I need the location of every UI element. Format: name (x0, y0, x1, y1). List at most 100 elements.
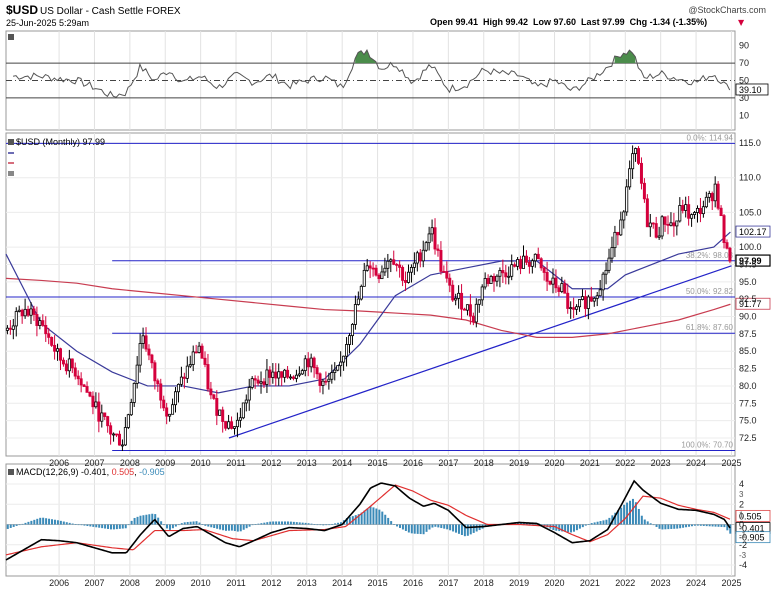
macd-histogram-bar (717, 524, 720, 527)
candle-body (35, 314, 39, 326)
candle-body (185, 365, 189, 379)
price-y-tick-label: 100.0 (739, 242, 762, 252)
candle-body (271, 371, 275, 378)
macd-histogram-bar (30, 520, 33, 525)
macd-histogram-bar (281, 521, 284, 525)
x-tick-label: 2016 (403, 578, 423, 588)
candle-body (698, 207, 702, 215)
candle-body (684, 204, 688, 211)
candle-body (513, 264, 517, 267)
macd-histogram-bar (670, 524, 673, 529)
candle-body (259, 381, 263, 384)
macd-histogram-bar (711, 524, 714, 527)
candle-body (722, 215, 726, 244)
candle-body (70, 358, 74, 369)
macd-legend-signal: 0.505 (112, 467, 135, 477)
candle-body (445, 271, 449, 279)
candle-body (566, 292, 570, 309)
candle-body (710, 193, 714, 202)
candle-body (648, 222, 652, 228)
candle-body (622, 211, 626, 221)
candle-body (542, 267, 546, 273)
macd-histogram-bar (322, 524, 325, 526)
macd-histogram-bar (472, 524, 475, 533)
macd-y-minor-tick-label: 1 (739, 510, 744, 519)
macd-histogram-bar (83, 524, 86, 526)
change-down-arrow: ▼ (738, 18, 745, 27)
macd-histogram-bar (163, 524, 166, 526)
macd-histogram-bar (360, 512, 363, 525)
x-tick-label: 2011 (226, 458, 245, 468)
x-tick-label: 2020 (545, 578, 565, 588)
macd-histogram-bar (56, 520, 59, 525)
candle-body (262, 381, 266, 385)
candle-body (324, 380, 328, 383)
macd-histogram-bar (516, 522, 519, 525)
candle-body (227, 421, 231, 429)
candle-body (188, 364, 192, 367)
macd-histogram-bar (416, 524, 419, 534)
candle-body (44, 324, 48, 335)
price-y-tick-label: 115.0 (739, 138, 761, 148)
candle-body (374, 267, 378, 276)
axis-labels: 2006200620072007200820082009200920102010… (49, 41, 761, 588)
price-y-tick-label: 87.5 (739, 329, 757, 339)
candle-body (695, 207, 699, 213)
price-value-tag-label: 102.17 (739, 227, 767, 237)
candle-body (339, 361, 343, 367)
macd-legend-separator: , (134, 467, 139, 477)
x-tick-label: 2019 (509, 458, 529, 468)
candle-body (463, 308, 467, 311)
candle-body (483, 278, 487, 288)
candle-body (135, 364, 139, 384)
candle-body (103, 412, 107, 417)
macd-histogram-bar (278, 521, 281, 525)
candle-body (421, 249, 425, 262)
candle-body (545, 272, 549, 282)
macd-histogram-bar (708, 524, 711, 527)
candle-body (348, 335, 352, 345)
x-tick-label: 2009 (155, 458, 175, 468)
macd-histogram-bar (637, 508, 640, 525)
macd-histogram-bar (652, 524, 655, 526)
candle-body (297, 373, 301, 376)
rsi-overbought-fill (355, 50, 376, 64)
macd-histogram-bar (608, 517, 611, 525)
macd-histogram-bar (634, 502, 637, 525)
macd-histogram-bar (581, 524, 584, 528)
macd-histogram-bar (77, 524, 80, 526)
price-y-tick-label: 97.5 (739, 259, 757, 269)
macd-histogram-bar (372, 507, 375, 525)
macd-histogram-bar (33, 519, 36, 525)
price-legend-swatch (8, 139, 14, 145)
x-tick-label: 2016 (403, 458, 423, 468)
macd-histogram-bar (42, 517, 45, 525)
candle-body (356, 298, 360, 305)
x-tick-label: 2006 (49, 578, 69, 588)
candle-body (507, 275, 511, 278)
macd-histogram-bar (71, 523, 74, 525)
macd-legend-separator: , (107, 467, 112, 477)
candle-body (412, 262, 416, 268)
candle-body (150, 354, 154, 364)
candle-body (147, 348, 151, 356)
candle-body (50, 336, 54, 346)
x-tick-label: 2011 (226, 578, 245, 588)
price-value-tag (735, 297, 771, 310)
macd-histogram-bar (631, 498, 634, 525)
macd-histogram-bar (254, 524, 257, 525)
candle-body (224, 421, 228, 429)
macd-histogram-bar (696, 524, 699, 526)
x-tick-label: 2022 (615, 578, 635, 588)
macd-histogram-bar (98, 524, 101, 528)
macd-histogram-bar (310, 523, 313, 525)
candle-body (144, 335, 148, 350)
candle-body (126, 414, 130, 428)
x-tick-label: 2024 (686, 578, 706, 588)
candle-body (265, 369, 269, 385)
candle-body (634, 148, 638, 155)
macd-histogram-bar (186, 522, 189, 525)
candle-body (132, 382, 136, 403)
